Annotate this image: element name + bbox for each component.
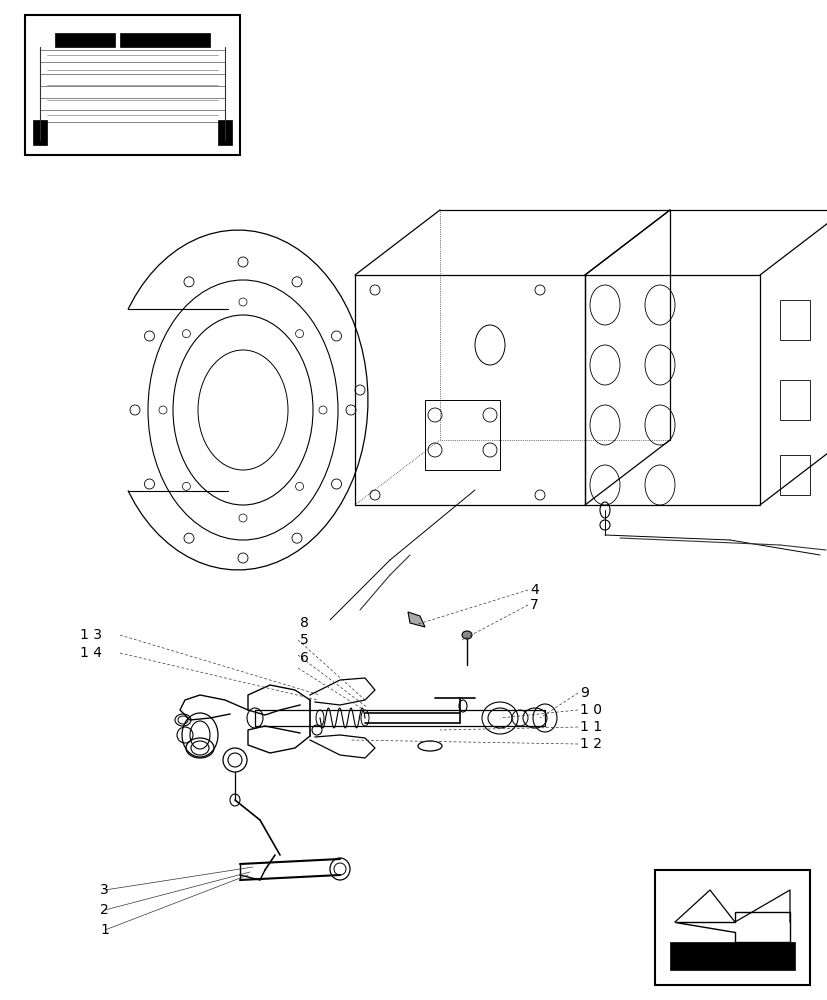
Text: 1 1: 1 1 bbox=[579, 720, 601, 734]
Text: 6: 6 bbox=[299, 651, 308, 665]
Polygon shape bbox=[669, 942, 794, 970]
Bar bbox=[779, 455, 809, 495]
Text: 2: 2 bbox=[100, 903, 108, 917]
Ellipse shape bbox=[461, 631, 471, 639]
Text: 1: 1 bbox=[100, 923, 108, 937]
Polygon shape bbox=[674, 912, 789, 942]
Text: 5: 5 bbox=[299, 633, 308, 647]
Bar bbox=[779, 300, 809, 340]
Ellipse shape bbox=[600, 520, 609, 530]
Text: 4: 4 bbox=[529, 583, 538, 597]
Bar bbox=[779, 380, 809, 420]
Polygon shape bbox=[408, 612, 424, 627]
Polygon shape bbox=[120, 33, 210, 47]
Bar bbox=[654, 870, 809, 985]
Text: 1 4: 1 4 bbox=[80, 646, 102, 660]
Text: 1 0: 1 0 bbox=[579, 703, 601, 717]
Text: 3: 3 bbox=[100, 883, 108, 897]
Text: 7: 7 bbox=[529, 598, 538, 612]
Text: 8: 8 bbox=[299, 616, 308, 630]
Bar bbox=[25, 15, 240, 155]
Polygon shape bbox=[218, 120, 232, 145]
Bar bbox=[424, 400, 500, 470]
Polygon shape bbox=[33, 120, 47, 145]
Text: 9: 9 bbox=[579, 686, 588, 700]
Text: 1 2: 1 2 bbox=[579, 737, 601, 751]
Text: 1 3: 1 3 bbox=[80, 628, 102, 642]
Polygon shape bbox=[55, 33, 115, 47]
